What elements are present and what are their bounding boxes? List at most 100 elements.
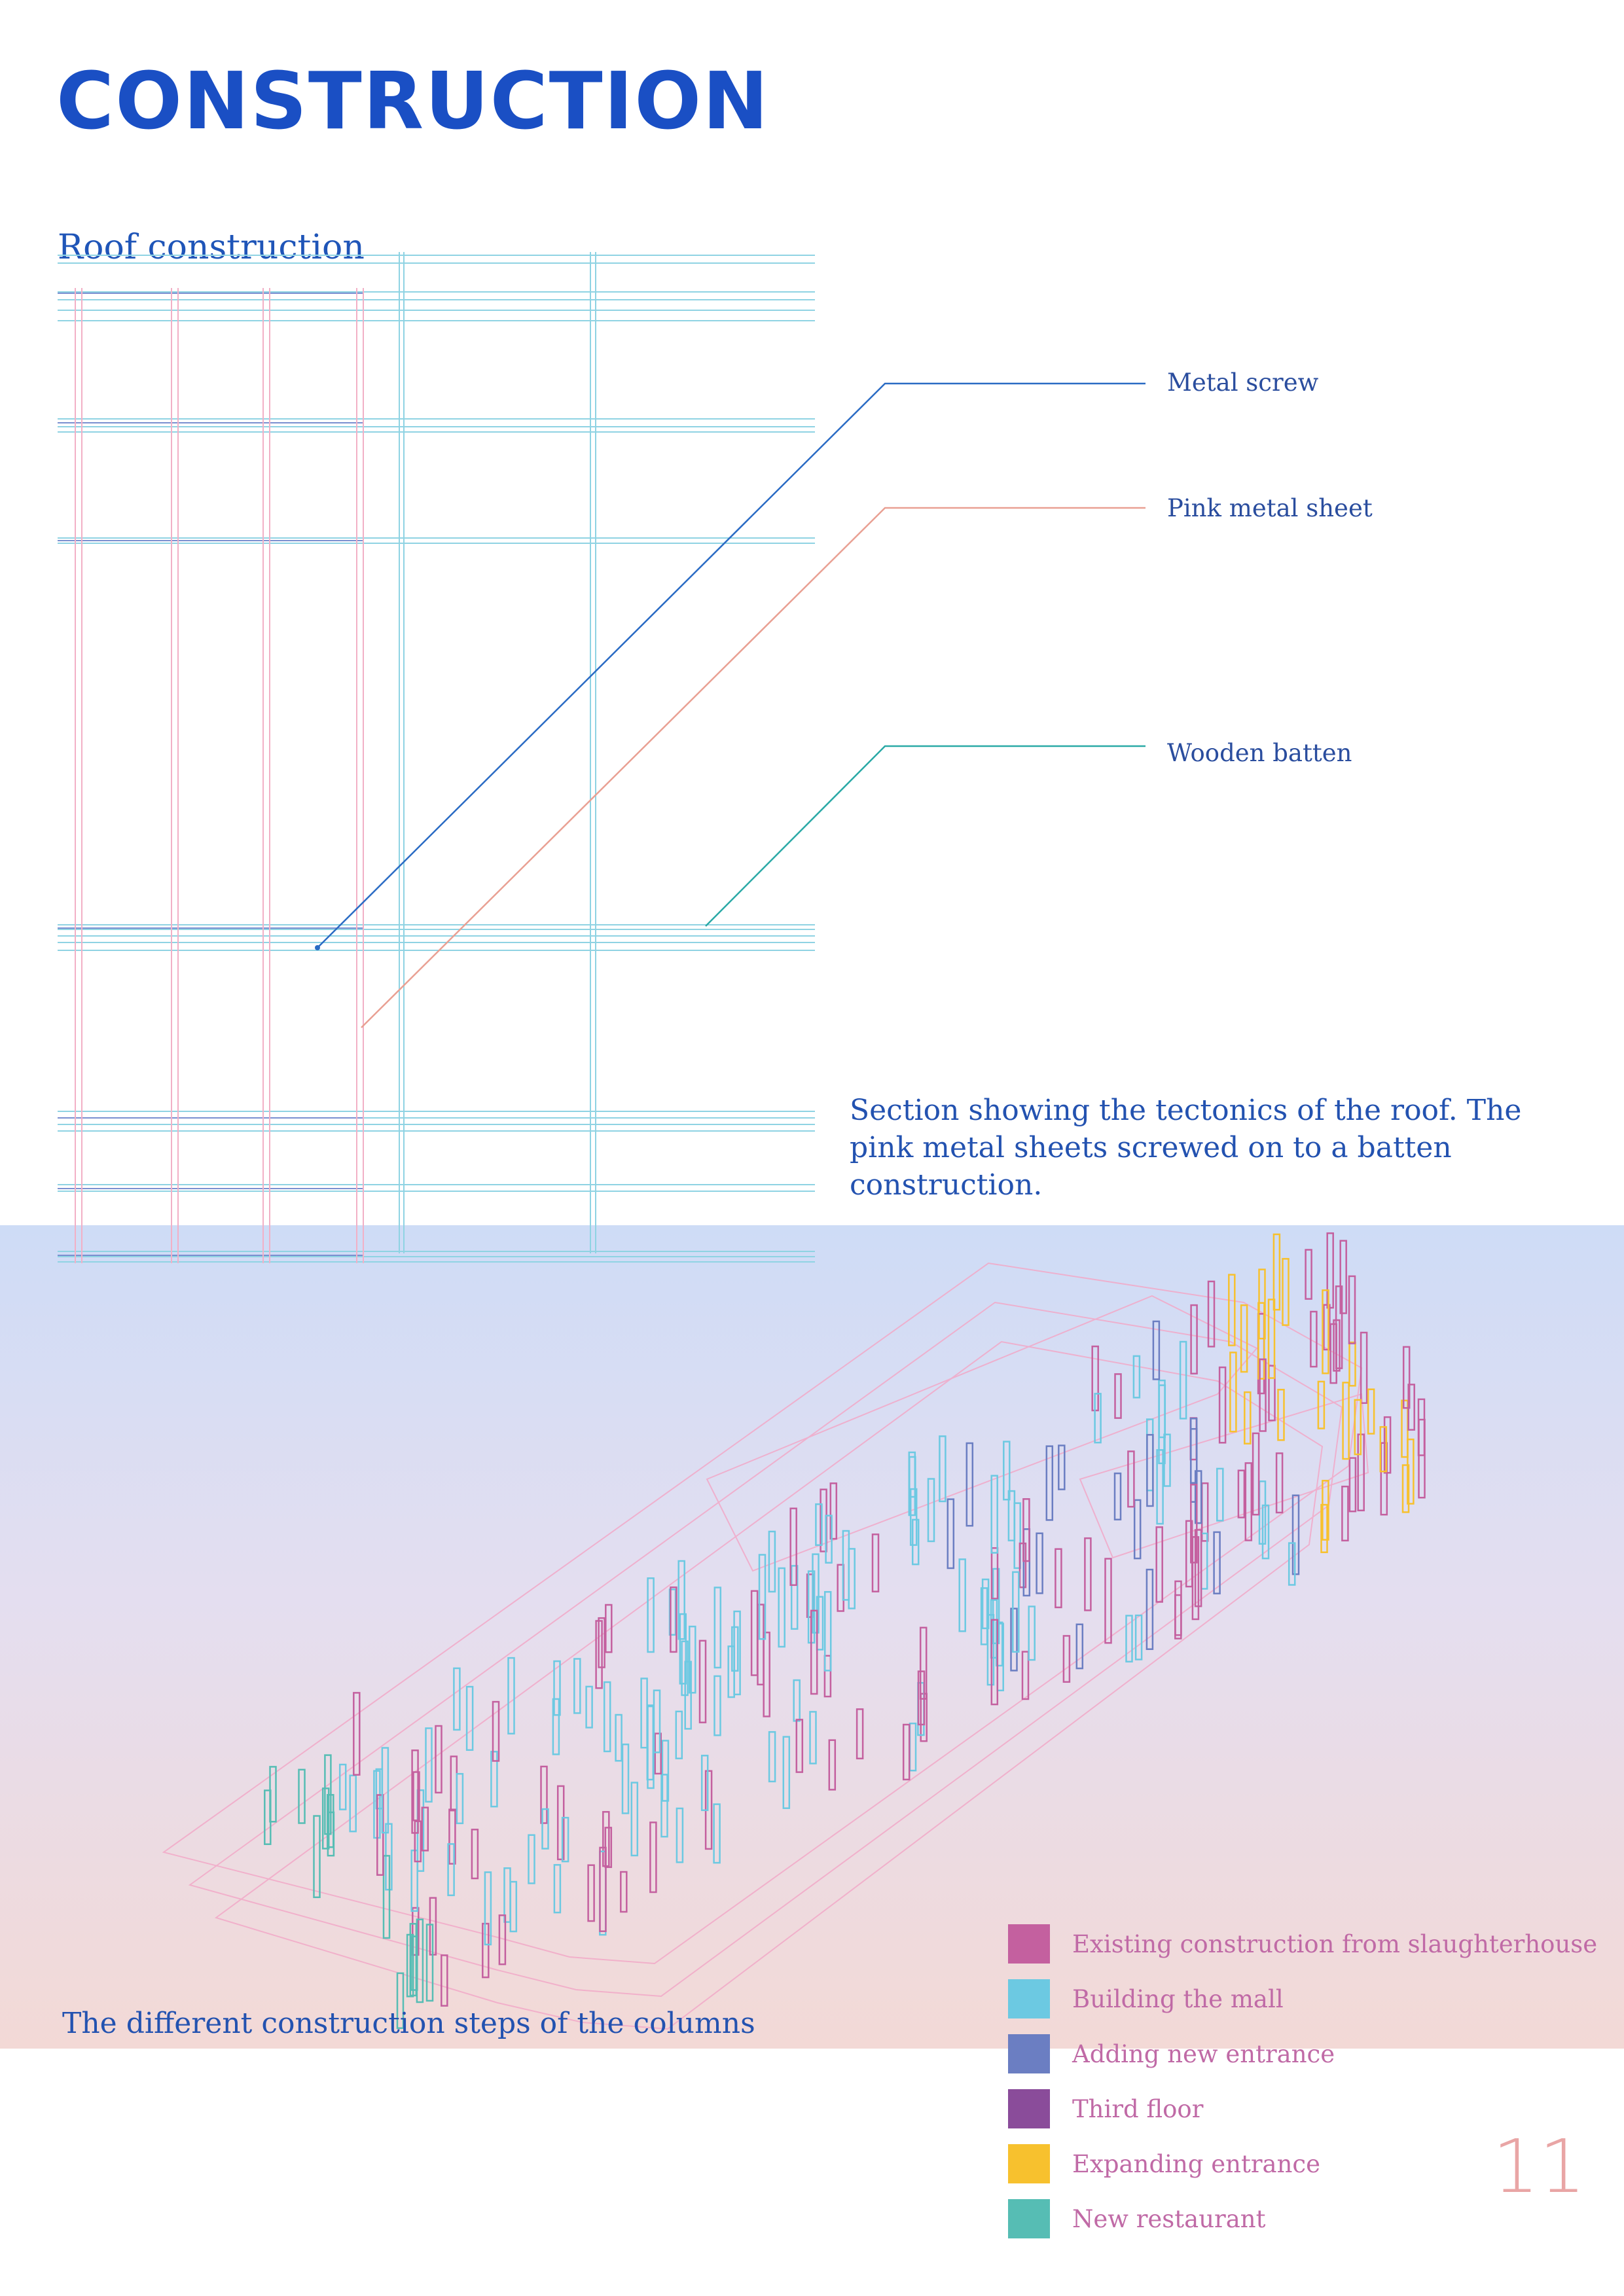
column-mark <box>990 1475 998 1554</box>
column-mark <box>425 1727 433 1803</box>
legend-label: Expanding entrance <box>1072 2149 1321 2178</box>
column-mark <box>909 1488 918 1546</box>
column-mark <box>1132 1355 1141 1399</box>
column-mark <box>829 1482 838 1540</box>
column-mark <box>503 1867 511 1923</box>
column-mark <box>1134 1614 1143 1660</box>
column-mark <box>713 1675 721 1736</box>
column-mark <box>1418 1418 1426 1499</box>
column-mark <box>1058 1444 1066 1490</box>
column-mark <box>795 1719 804 1773</box>
column-mark <box>553 1864 562 1914</box>
column-mark <box>1146 1433 1154 1507</box>
legend-swatch <box>1008 2089 1050 2128</box>
column-mark <box>1329 1323 1337 1384</box>
column-mark <box>585 1685 593 1729</box>
column-mark <box>1146 1568 1154 1650</box>
column-mark <box>353 1692 361 1776</box>
legend-label: Building the mall <box>1072 1984 1284 2013</box>
column-mark <box>908 1451 916 1516</box>
column-mark <box>1114 1373 1122 1419</box>
column-mark <box>561 1816 569 1863</box>
column-mark <box>647 1704 655 1789</box>
column-mark <box>1155 1526 1163 1603</box>
column-mark <box>939 1435 947 1503</box>
column-mark <box>763 1631 770 1717</box>
column-mark <box>1207 1280 1216 1348</box>
column-mark <box>1272 1233 1281 1311</box>
column-mark <box>1322 1480 1329 1541</box>
wooden-batten-leader <box>705 745 1146 927</box>
column-mark <box>540 1765 548 1824</box>
column-mark <box>376 1794 384 1876</box>
column-mark <box>856 1708 864 1760</box>
column-mark <box>675 1710 683 1759</box>
column-mark <box>1275 1452 1284 1514</box>
column-mark <box>1179 1340 1187 1420</box>
column-mark <box>660 1774 668 1838</box>
column-mark <box>1012 1571 1020 1653</box>
column-mark <box>1003 1441 1011 1501</box>
legend-swatch <box>1008 1979 1050 2018</box>
column-mark <box>1127 1450 1135 1508</box>
wooden-batten-label: Wooden batten <box>1167 739 1352 767</box>
column-mark <box>450 1755 458 1812</box>
column-mark <box>758 1554 767 1640</box>
roof-section-caption: Section showing the tectonics of the roo… <box>850 1094 1522 1202</box>
column-mark <box>1190 1304 1198 1374</box>
column-mark <box>1007 1490 1016 1541</box>
column-mark <box>1045 1445 1054 1521</box>
column-mark <box>1380 1442 1388 1516</box>
column-mark <box>677 1560 685 1640</box>
column-mark <box>621 1743 630 1814</box>
columns-caption: The different construction steps of the … <box>62 2007 755 2040</box>
column-mark <box>1252 1432 1260 1516</box>
column-mark <box>421 1806 429 1852</box>
column-mark <box>1360 1331 1368 1404</box>
legend-item-new-restaurant: New restaurant <box>1008 2191 1597 2246</box>
column-mark <box>810 1609 818 1695</box>
column-mark <box>909 1722 917 1772</box>
column-mark <box>1323 1304 1331 1351</box>
column-mark <box>541 1808 549 1850</box>
column-mark <box>990 1547 999 1600</box>
column-mark <box>778 1567 785 1648</box>
column-mark <box>1320 1503 1328 1553</box>
column-mark <box>750 1590 759 1676</box>
column-mark <box>668 1588 677 1636</box>
column-mark <box>441 1954 448 2007</box>
column-mark <box>1194 1470 1202 1524</box>
roof-construction-label: Roof construction <box>58 228 365 267</box>
column-mark <box>842 1530 850 1601</box>
gradient-band <box>0 1225 1624 2049</box>
column-mark <box>1348 1275 1356 1344</box>
column-mark <box>1401 1464 1410 1513</box>
column-mark <box>264 1789 272 1845</box>
column-mark <box>1174 1594 1182 1640</box>
column-mark <box>965 1442 974 1527</box>
column-mark <box>498 1914 507 1965</box>
column-mark <box>605 1604 613 1653</box>
column-mark <box>1022 1498 1030 1562</box>
column-mark <box>552 1698 560 1755</box>
column-mark <box>1317 1380 1326 1429</box>
column-mark <box>630 1782 639 1857</box>
column-mark <box>809 1711 817 1765</box>
column-mark <box>793 1679 801 1722</box>
column-mark <box>689 1625 696 1694</box>
column-mark <box>1310 1310 1318 1368</box>
column-mark <box>1305 1249 1312 1300</box>
column-mark <box>902 1723 911 1781</box>
pink-metal-sheet-leader <box>361 507 1146 1028</box>
column-mark <box>812 1553 820 1634</box>
column-mark <box>1104 1558 1112 1644</box>
column-mark <box>1348 1341 1356 1387</box>
column-mark <box>917 1670 926 1726</box>
column-mark <box>1113 1472 1122 1520</box>
column-mark <box>382 1855 391 1939</box>
column-mark <box>713 1803 721 1864</box>
legend-swatch <box>1008 2199 1050 2238</box>
column-mark <box>298 1768 306 1824</box>
column-mark <box>790 1565 799 1630</box>
